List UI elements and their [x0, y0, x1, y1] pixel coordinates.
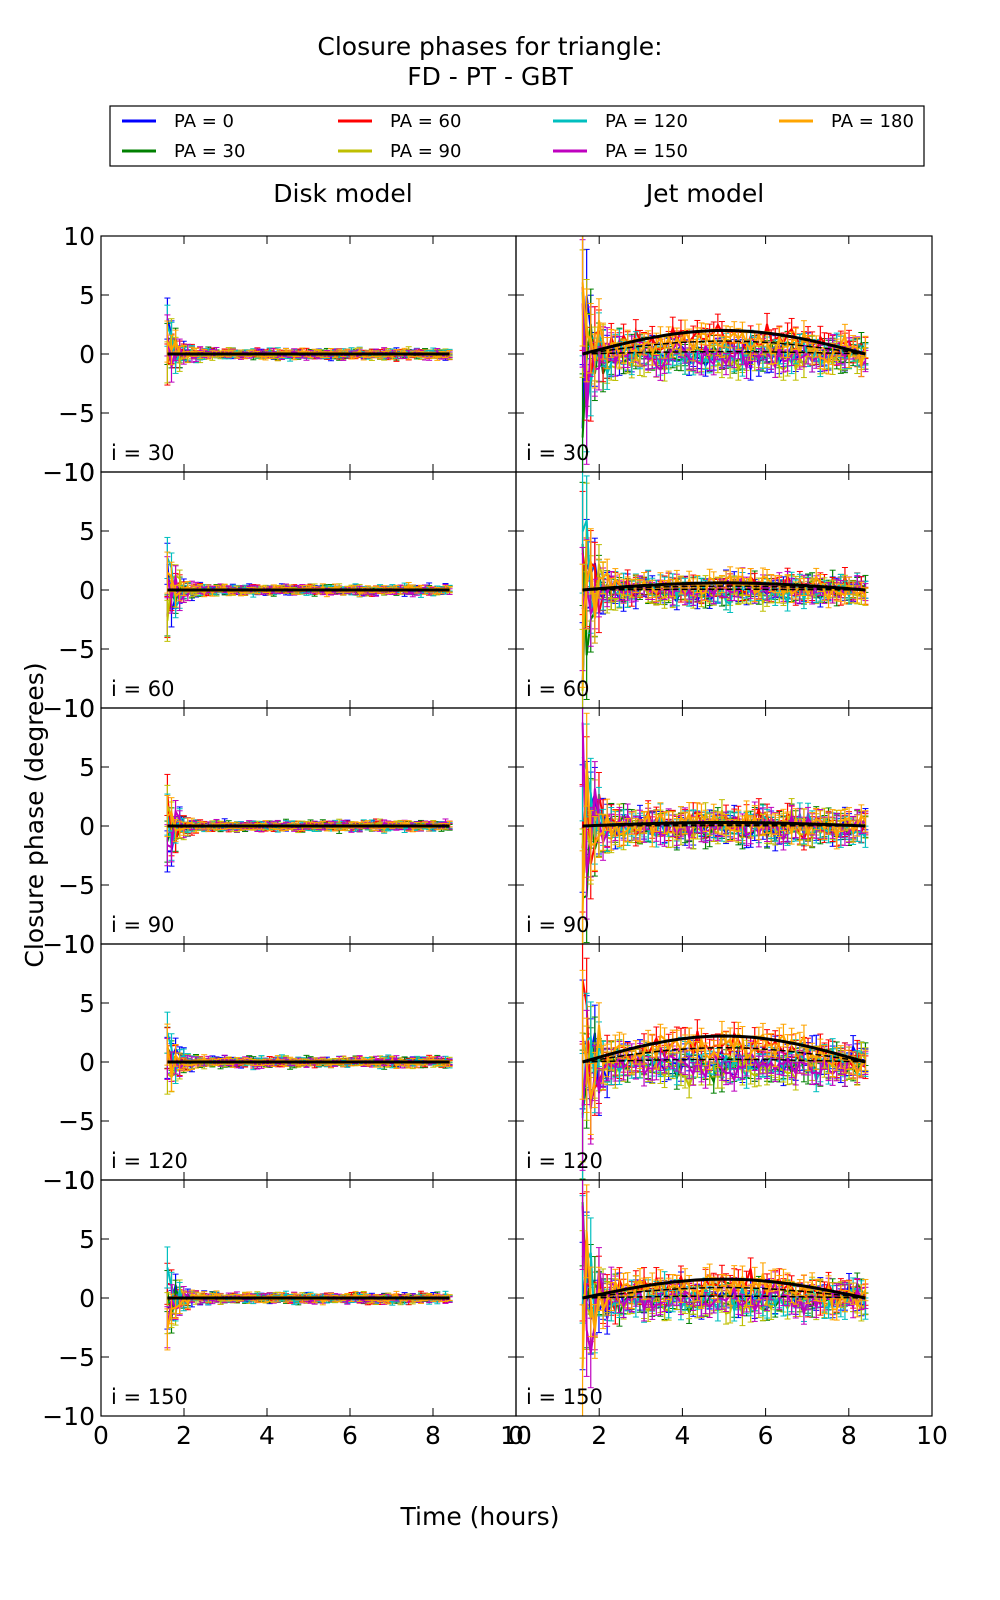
plot-area — [164, 536, 453, 642]
y-tick-label: 5 — [79, 281, 95, 310]
plot-area — [579, 472, 869, 708]
legend-label: PA = 0 — [174, 111, 234, 132]
panel-frame — [515, 235, 933, 473]
legend-label: PA = 120 — [605, 111, 688, 132]
disk-panel: i = 30 10 5 0 −5 −10 — [42, 222, 517, 487]
legend: PA = 0 PA = 30 PA = 60 PA = 90 PA = 120 PA = … — [109, 105, 925, 167]
plot-area — [579, 236, 869, 472]
y-tick-label: 10 — [63, 222, 95, 251]
legend-label: PA = 180 — [831, 111, 914, 132]
model-curve — [582, 350, 866, 355]
chart-subtitle: FD - PT - GBT — [407, 62, 573, 91]
inclination-label: i = 60 — [111, 677, 175, 701]
y-tick-label: −5 — [58, 635, 95, 664]
plot-area — [164, 297, 453, 386]
y-tick-label: 0 — [79, 340, 95, 369]
y-tick-label: 5 — [79, 517, 95, 546]
inclination-label: i = 30 — [526, 441, 590, 465]
jet-panel: i = 60 — [515, 471, 933, 709]
y-tick-label: −10 — [42, 694, 95, 723]
model-curve — [582, 328, 866, 356]
column-title-disk: Disk model — [273, 179, 413, 208]
column-title-jet: Jet model — [644, 179, 764, 208]
legend-label: PA = 150 — [605, 141, 688, 162]
inclination-label: i = 30 — [111, 441, 175, 465]
y-tick-label: −5 — [58, 399, 95, 428]
jet-panel: i = 30 — [515, 235, 933, 473]
series-line-pa120 — [581, 292, 866, 406]
y-tick-label: −10 — [42, 458, 95, 487]
legend-label: PA = 90 — [390, 141, 461, 162]
y-tick-label: 0 — [79, 576, 95, 605]
legend-box — [109, 105, 925, 167]
model-curve — [582, 340, 866, 355]
legend-label: PA = 30 — [174, 141, 245, 162]
disk-panel: i = 60 10 5 0 −5 −10 — [42, 458, 517, 723]
y-tick-label: 10 — [63, 458, 95, 487]
legend-label: PA = 60 — [390, 111, 461, 132]
chart-title: Closure phases for triangle: — [317, 32, 662, 61]
